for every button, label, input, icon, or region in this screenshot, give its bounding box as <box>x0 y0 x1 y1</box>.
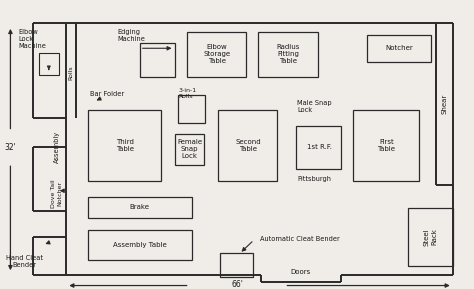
Bar <box>408 208 453 266</box>
Bar <box>296 126 341 169</box>
Text: Female
Snap
Lock: Female Snap Lock <box>177 139 202 160</box>
Text: 32': 32' <box>5 143 16 152</box>
Bar <box>178 95 205 123</box>
Text: Doors: Doors <box>291 269 311 275</box>
Text: Third
Table: Third Table <box>116 139 134 151</box>
Bar <box>175 134 204 165</box>
Text: Assembly: Assembly <box>54 131 60 164</box>
Text: Elbow
Lock
Machine: Elbow Lock Machine <box>18 29 46 49</box>
Text: Assembly Table: Assembly Table <box>113 242 167 248</box>
Text: Hand Cleat
Bender: Hand Cleat Bender <box>6 255 43 268</box>
Text: Edging
Machine: Edging Machine <box>118 29 146 42</box>
Text: Shear: Shear <box>442 94 447 114</box>
Text: Radius
Fitting
Table: Radius Fitting Table <box>276 44 300 64</box>
Bar <box>187 32 246 77</box>
Text: 3-in-1
Rolls: 3-in-1 Rolls <box>178 88 196 99</box>
Text: Pittsburgh: Pittsburgh <box>297 176 331 182</box>
Text: Rolls: Rolls <box>69 65 73 79</box>
Text: Brake: Brake <box>130 204 150 210</box>
Bar <box>88 230 192 260</box>
Text: Steel
Rack: Steel Rack <box>424 228 437 246</box>
Text: Dove Tail
Notcher: Dove Tail Notcher <box>52 179 62 208</box>
Bar <box>220 253 253 277</box>
Text: 66': 66' <box>231 280 243 289</box>
Text: Second
Table: Second Table <box>235 139 261 151</box>
Bar <box>88 197 192 218</box>
Text: First
Table: First Table <box>377 139 395 151</box>
Text: 1st R.F.: 1st R.F. <box>307 144 331 150</box>
Bar <box>88 110 161 181</box>
Bar <box>39 53 59 75</box>
Bar <box>258 32 318 77</box>
Bar <box>140 43 175 77</box>
Bar <box>367 35 431 62</box>
Text: Elbow
Storage
Table: Elbow Storage Table <box>203 44 231 64</box>
Text: Automatic Cleat Bender: Automatic Cleat Bender <box>260 236 339 242</box>
Bar <box>218 110 277 181</box>
Text: Male Snap
Lock: Male Snap Lock <box>297 100 332 113</box>
Text: Notcher: Notcher <box>386 45 413 51</box>
Text: Bar Folder: Bar Folder <box>90 91 124 97</box>
Bar <box>353 110 419 181</box>
